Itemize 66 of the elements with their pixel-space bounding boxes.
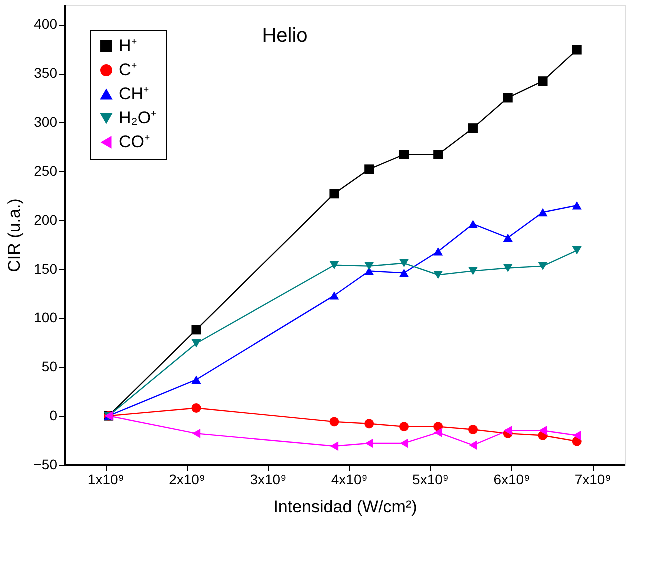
point — [400, 438, 408, 448]
point — [400, 422, 409, 432]
point — [434, 271, 444, 280]
point — [192, 404, 202, 413]
point — [468, 220, 478, 228]
point — [330, 261, 340, 270]
point — [538, 208, 548, 217]
y-tick-label: 50 — [42, 358, 58, 375]
point — [468, 425, 478, 434]
point — [468, 124, 478, 134]
x-tick-label: 2x10⁹ — [169, 472, 206, 488]
point — [503, 234, 513, 242]
point — [538, 262, 548, 270]
point — [573, 430, 582, 440]
point — [434, 428, 442, 438]
point — [330, 292, 340, 300]
legend-label: C⁺ — [119, 60, 138, 80]
text: Helio — [262, 25, 308, 47]
legend-label: CO⁺ — [119, 132, 150, 152]
x-tick-label: 6x10⁹ — [494, 472, 530, 488]
point — [192, 376, 202, 384]
x-tick-label: 3x10⁹ — [250, 472, 287, 488]
point — [365, 438, 374, 448]
point — [364, 164, 374, 174]
point — [364, 419, 374, 429]
y-tick-label: 0 — [50, 408, 58, 424]
y-tick-label: −50 — [34, 456, 58, 472]
point — [364, 267, 374, 276]
y-tick-label: 250 — [34, 162, 58, 179]
point — [364, 262, 374, 270]
point — [468, 267, 478, 276]
point — [400, 269, 409, 278]
x-axis-title: Intensidad (W/cm²) — [274, 498, 418, 516]
x-tick-label: 5x10⁹ — [412, 472, 449, 488]
point — [572, 45, 582, 55]
point — [503, 264, 513, 272]
x-tick-label: 7x10⁹ — [574, 472, 612, 488]
point — [400, 150, 409, 160]
point — [330, 442, 339, 452]
y-tick-label: 150 — [34, 260, 58, 277]
y-axis-title: CIR (u.a.) — [4, 198, 24, 272]
point — [538, 426, 548, 436]
point — [400, 259, 409, 268]
legend-label: H₂O⁺ — [119, 108, 158, 128]
legend-label: CH⁺ — [119, 84, 150, 104]
y-tick-label: 100 — [34, 310, 58, 326]
y-tick-label: 350 — [34, 65, 58, 82]
y-tick-label: 400 — [34, 16, 58, 32]
point — [192, 428, 201, 438]
point — [192, 325, 202, 335]
x-tick-label: 1x10⁹ — [88, 472, 124, 488]
point — [538, 76, 548, 86]
legend-label: H⁺ — [119, 36, 138, 56]
point — [192, 340, 202, 348]
point — [504, 426, 512, 436]
point — [434, 150, 444, 160]
y-tick-label: 300 — [34, 114, 58, 130]
point — [503, 93, 513, 103]
point — [469, 440, 478, 450]
point — [434, 248, 444, 256]
x-tick-label: 4x10⁹ — [331, 472, 368, 488]
y-tick-label: 200 — [34, 212, 58, 228]
point — [572, 202, 582, 210]
point — [572, 246, 582, 255]
point — [330, 189, 340, 199]
point — [330, 417, 340, 427]
